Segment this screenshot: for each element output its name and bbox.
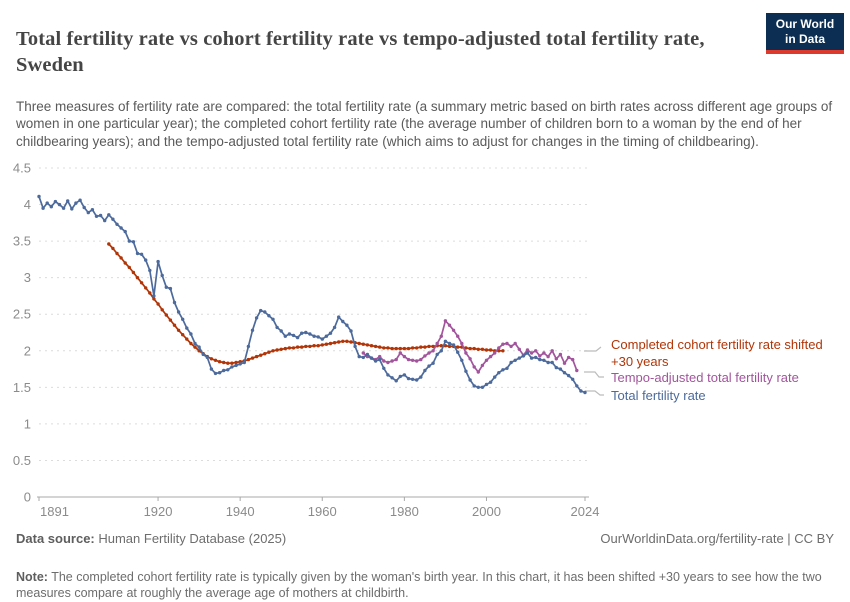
svg-text:0: 0 <box>24 490 31 505</box>
svg-text:4.5: 4.5 <box>13 161 31 176</box>
svg-text:3.5: 3.5 <box>13 234 31 249</box>
svg-text:1.5: 1.5 <box>13 380 31 395</box>
svg-text:0.5: 0.5 <box>13 453 31 468</box>
svg-text:3: 3 <box>24 270 31 285</box>
svg-text:1920: 1920 <box>144 504 173 519</box>
svg-text:2000: 2000 <box>472 504 501 519</box>
svg-text:1891: 1891 <box>40 504 69 519</box>
data-source: Data source: Human Fertility Database (2… <box>16 531 286 546</box>
data-source-label: Data source: <box>16 531 95 546</box>
svg-text:4: 4 <box>24 197 31 212</box>
license-link[interactable]: OurWorldinData.org/fertility-rate | CC B… <box>600 531 834 546</box>
svg-text:1940: 1940 <box>226 504 255 519</box>
note-text: The completed cohort fertility rate is t… <box>16 569 822 601</box>
footer: Data source: Human Fertility Database (2… <box>16 531 834 546</box>
owid-logo: Our World in Data <box>766 13 844 54</box>
page-title: Total fertility rate vs cohort fertility… <box>16 27 705 76</box>
svg-text:1: 1 <box>24 416 31 431</box>
chart-note: Note: The completed cohort fertility rat… <box>16 569 838 602</box>
svg-text:1960: 1960 <box>308 504 337 519</box>
svg-text:2024: 2024 <box>571 504 600 519</box>
svg-text:1980: 1980 <box>390 504 419 519</box>
owid-logo-line1: Our World <box>775 17 835 31</box>
note-label: Note: <box>16 569 48 584</box>
owid-logo-line2: in Data <box>784 32 825 46</box>
data-source-value: Human Fertility Database (2025) <box>94 531 287 546</box>
legend-item-tfr: Total fertility rate <box>611 388 706 403</box>
legend-item-tempo: Tempo-adjusted total fertility rate <box>611 370 799 385</box>
svg-text:2.5: 2.5 <box>13 307 31 322</box>
chart-area: 0 0.5 1 1.5 2 2.5 3 3.5 4 4.5 1891 1920 1940 1960 1980… <box>0 152 850 532</box>
fertility-chart: 0 0.5 1 1.5 2 2.5 3 3.5 4 4.5 1891 1920 1940 1960 1980… <box>13 161 604 519</box>
svg-text:2: 2 <box>24 343 31 358</box>
chart-subtitle: Three measures of fertility rate are com… <box>16 98 833 149</box>
legend-item-cohort: Completed cohort fertility rate shifted … <box>611 337 823 369</box>
